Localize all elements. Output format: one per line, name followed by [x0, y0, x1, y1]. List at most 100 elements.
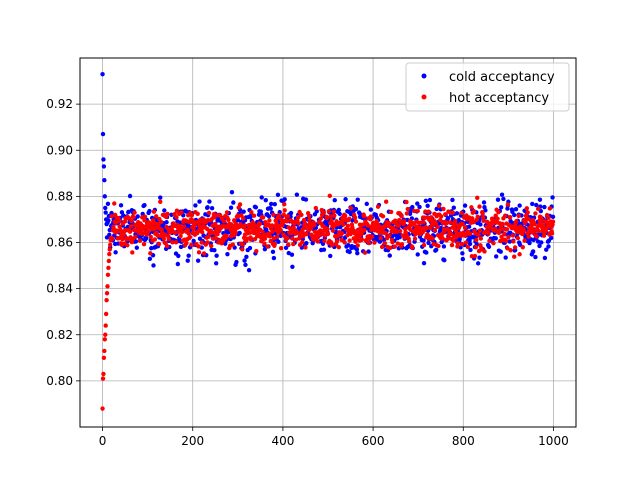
- data-point: [205, 240, 210, 245]
- data-point: [541, 233, 547, 238]
- data-point: [169, 227, 175, 233]
- data-point: [459, 210, 464, 216]
- data-point: [262, 241, 267, 246]
- data-point: [226, 217, 231, 222]
- data-point: [189, 213, 195, 218]
- data-point: [534, 234, 539, 239]
- data-point: [148, 251, 153, 256]
- data-point: [436, 203, 442, 209]
- data-point: [304, 241, 309, 246]
- data-point: [186, 231, 191, 236]
- data-point: [426, 209, 431, 214]
- data-point: [267, 234, 273, 239]
- data-point: [498, 205, 504, 210]
- data-point: [423, 198, 429, 204]
- data-point: [425, 203, 430, 208]
- data-point: [100, 406, 105, 411]
- data-point: [206, 210, 212, 216]
- data-point: [112, 201, 117, 206]
- data-point: [328, 253, 333, 259]
- data-point: [433, 221, 438, 226]
- data-point: [527, 240, 532, 246]
- data-point: [541, 222, 546, 228]
- data-point: [547, 206, 553, 211]
- y-tick-label: 0.82: [46, 328, 73, 342]
- data-point: [267, 218, 272, 223]
- data-point: [347, 238, 352, 243]
- data-point: [399, 213, 404, 219]
- data-point: [442, 258, 447, 263]
- data-point: [342, 213, 348, 219]
- x-tick-label: 200: [181, 434, 204, 448]
- data-point: [218, 213, 223, 218]
- data-point: [372, 240, 377, 245]
- data-point: [460, 256, 466, 262]
- data-point: [523, 213, 529, 218]
- data-point: [321, 247, 327, 252]
- data-point: [185, 227, 190, 232]
- data-point: [359, 237, 365, 242]
- data-point: [212, 247, 217, 253]
- data-point: [463, 240, 469, 245]
- data-point: [369, 234, 375, 239]
- data-point: [475, 214, 480, 220]
- data-point: [230, 242, 236, 247]
- data-point: [365, 223, 371, 228]
- data-point: [215, 231, 220, 237]
- data-point: [361, 214, 367, 219]
- data-point: [107, 247, 112, 252]
- data-point: [465, 244, 470, 250]
- data-point: [336, 244, 342, 250]
- data-point: [132, 210, 137, 215]
- data-point: [517, 203, 522, 208]
- data-point: [480, 211, 485, 216]
- data-point: [133, 239, 139, 244]
- data-point: [535, 206, 541, 212]
- data-point: [152, 237, 158, 242]
- data-point: [368, 214, 374, 219]
- data-point: [174, 215, 179, 220]
- data-point: [507, 239, 512, 244]
- data-point: [263, 197, 268, 203]
- data-point: [463, 233, 468, 238]
- data-point: [173, 240, 179, 245]
- data-point: [501, 196, 506, 202]
- data-point: [128, 224, 134, 229]
- data-point: [520, 231, 525, 237]
- data-point: [145, 229, 151, 234]
- data-point: [355, 243, 360, 248]
- data-point: [209, 205, 215, 211]
- data-point: [472, 253, 478, 259]
- data-point: [447, 228, 452, 233]
- data-point: [247, 230, 253, 235]
- data-point: [469, 254, 475, 259]
- data-point: [278, 228, 283, 233]
- data-point: [443, 212, 448, 217]
- data-point: [499, 234, 504, 240]
- data-point: [254, 248, 259, 254]
- data-point: [102, 348, 107, 354]
- data-point: [495, 216, 500, 221]
- data-point: [290, 264, 295, 269]
- data-point: [306, 213, 312, 219]
- data-point: [493, 226, 498, 232]
- data-point: [441, 206, 446, 212]
- data-point: [196, 244, 201, 249]
- data-point: [144, 236, 149, 241]
- data-point: [362, 227, 367, 233]
- data-point: [421, 242, 427, 248]
- data-point: [274, 221, 279, 226]
- data-point: [172, 230, 178, 236]
- data-point: [172, 211, 177, 217]
- data-point: [284, 219, 290, 224]
- data-point: [404, 211, 410, 216]
- data-point: [512, 212, 517, 218]
- data-point: [546, 215, 551, 220]
- data-point: [507, 215, 513, 220]
- data-point: [521, 228, 526, 233]
- x-tick-label: 800: [452, 434, 475, 448]
- data-point: [107, 251, 112, 257]
- data-point: [104, 291, 110, 296]
- data-point: [505, 202, 511, 207]
